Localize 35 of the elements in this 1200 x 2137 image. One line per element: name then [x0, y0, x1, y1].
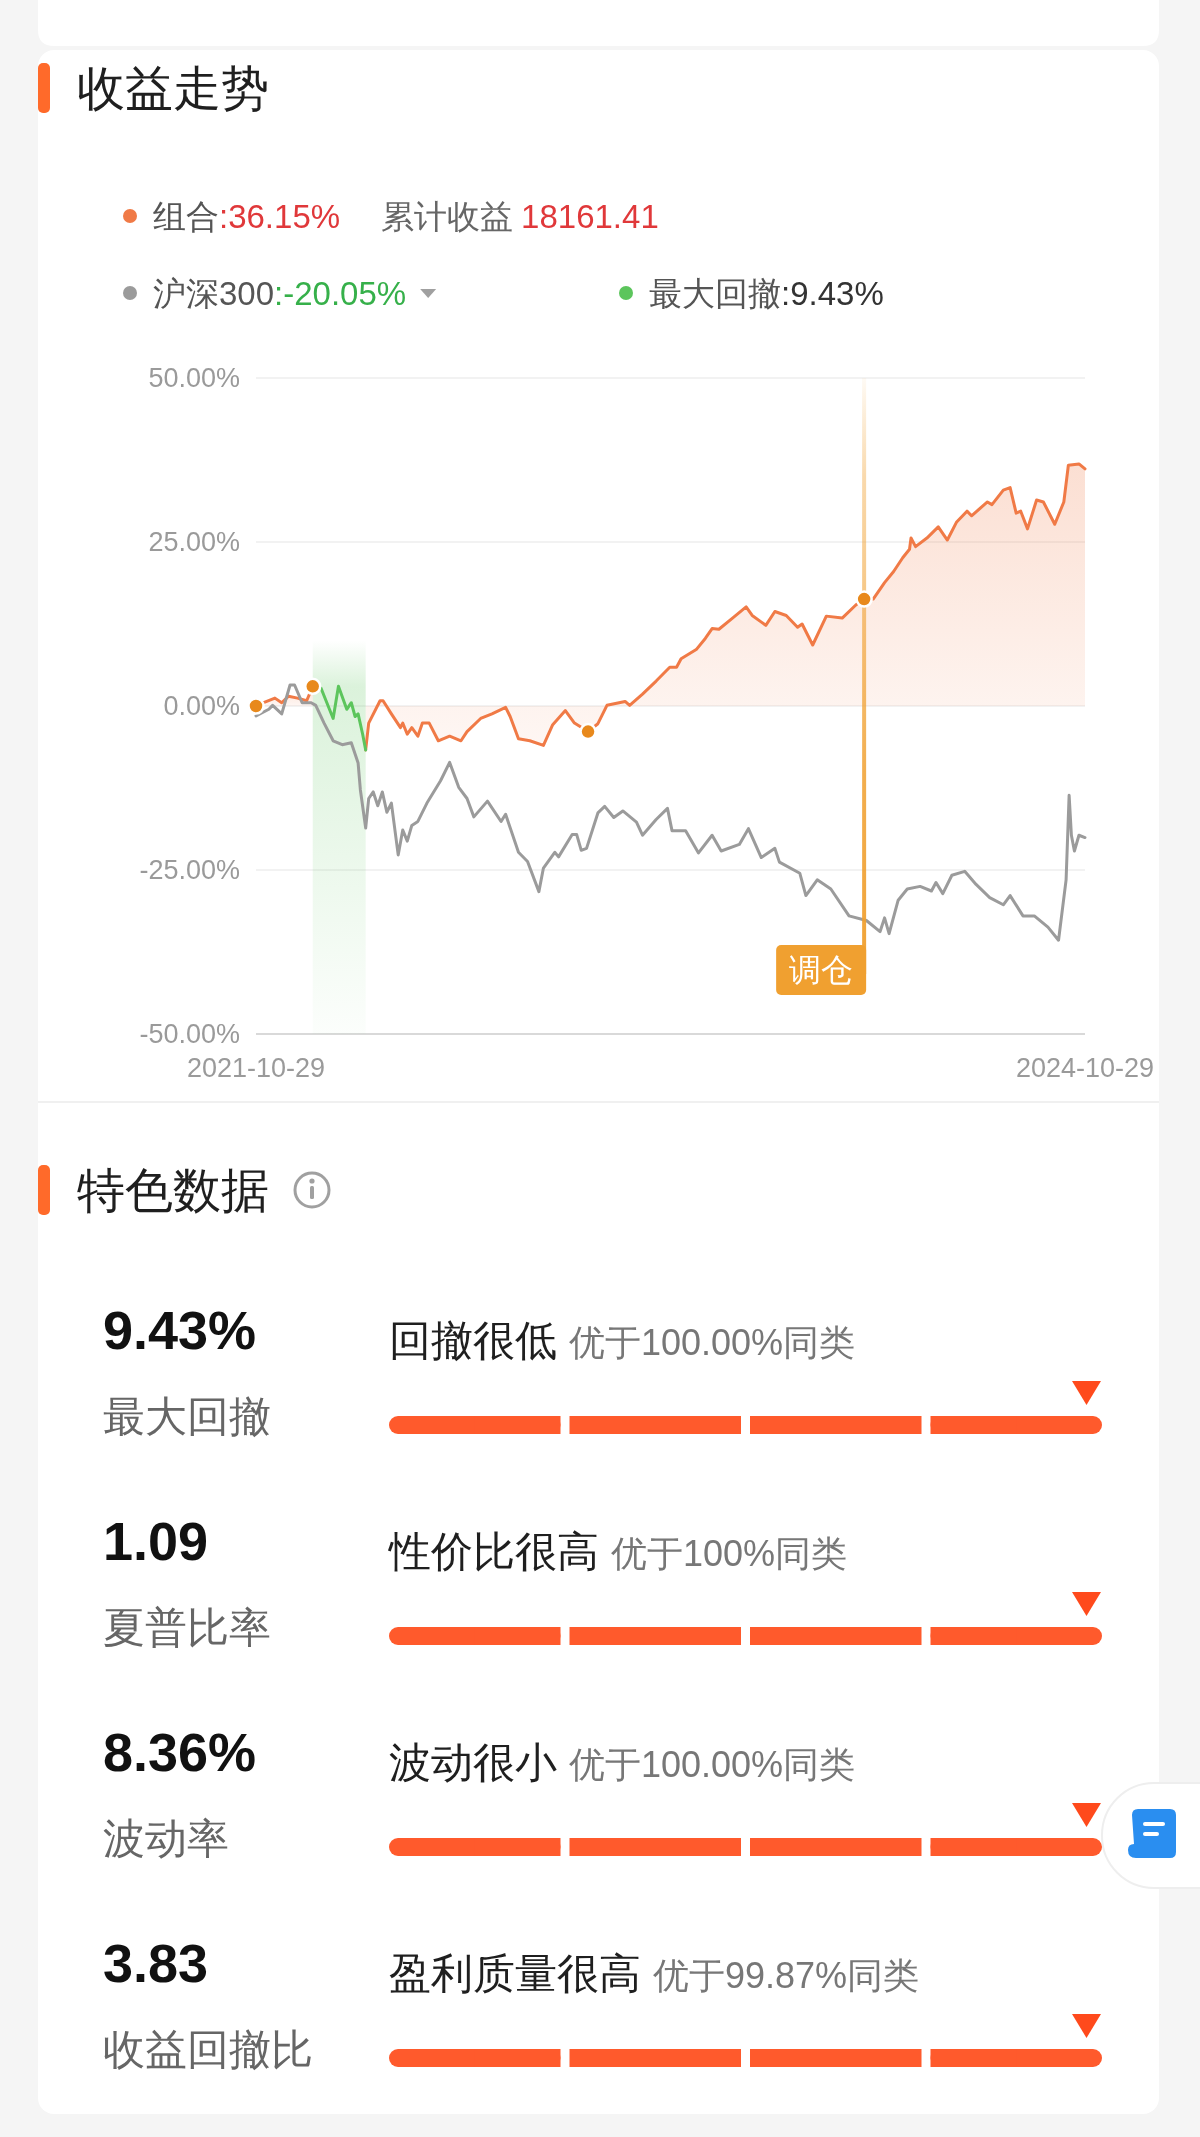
- text: 8.36%: [103, 1722, 257, 1782]
- y-tick-label: -50.00%: [139, 1019, 240, 1049]
- text: 优于99.87%同类: [653, 1954, 920, 1996]
- ref-line-label: 调仓: [776, 945, 867, 995]
- legend-item: 组合:36.15%: [123, 197, 341, 235]
- text: 优于100.00%同类: [569, 1743, 856, 1785]
- legend-label: 组合: [153, 197, 219, 235]
- text: 特色数据: [77, 1163, 269, 1217]
- ref-line-label: 调仓: [789, 952, 854, 988]
- text: 1.09: [103, 1511, 209, 1571]
- y-tick-label: 25.00%: [148, 527, 240, 557]
- text: 18161.41: [521, 197, 659, 235]
- text: 最大回撤: [103, 1392, 271, 1440]
- legend-label: 最大回撤: [649, 274, 781, 312]
- y-tick-label: 50.00%: [148, 363, 240, 393]
- x-tick-label: 2021-10-29: [186, 1053, 326, 1083]
- x-tick-label: 2024-10-29: [1015, 1053, 1155, 1083]
- y-tick-label: 0.00%: [163, 691, 240, 721]
- text: 优于100.00%同类: [569, 1321, 856, 1363]
- legend-item: 最大回撤:9.43%: [619, 274, 884, 312]
- text: 收益回撤比: [103, 2025, 313, 2073]
- text: 回撤很低: [389, 1316, 557, 1364]
- legend-label: 沪深300: [153, 274, 275, 312]
- text: 累计收益: [381, 197, 514, 235]
- text: 性价比很高: [387, 1527, 599, 1575]
- text: 波动率: [103, 1814, 229, 1862]
- text: 夏普比率: [103, 1603, 271, 1651]
- legend-item: 沪深300:-20.05%: [123, 274, 407, 312]
- text: 盈利质量很高: [389, 1949, 641, 1997]
- text: 3.83: [103, 1933, 209, 1993]
- text: 9.43%: [103, 1300, 257, 1360]
- chart-title: 收益走势: [77, 61, 269, 115]
- y-tick-label: -25.00%: [139, 855, 240, 885]
- text: 优于100%同类: [611, 1532, 848, 1574]
- text: 波动很小: [389, 1738, 557, 1786]
